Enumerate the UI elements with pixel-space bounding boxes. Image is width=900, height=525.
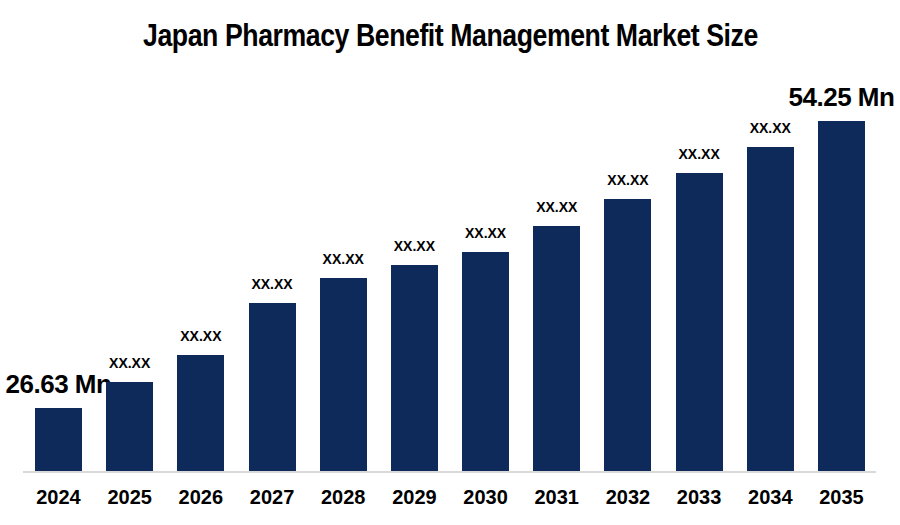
x-axis-label-2028: 2028 (321, 486, 366, 508)
bar-2028 (320, 278, 367, 471)
bar-2026 (177, 355, 224, 471)
bar-2032 (604, 199, 651, 471)
bar-value-label-2034: XX.XX (750, 120, 791, 136)
x-axis-label-2024: 2024 (36, 486, 81, 508)
x-axis-label-2031: 2031 (535, 486, 580, 508)
bar-value-label-2026: XX.XX (180, 328, 221, 344)
x-axis-label-2029: 2029 (392, 486, 437, 508)
bar-2031 (533, 226, 580, 471)
chart-container: Japan Pharmacy Benefit Management Market… (0, 0, 900, 525)
bar-value-label-2033: XX.XX (678, 146, 719, 162)
bar-value-label-2032: XX.XX (607, 172, 648, 188)
bar-value-label-2024: 26.63 Mn (6, 370, 112, 398)
bar-2033 (676, 173, 723, 471)
x-axis-label-2032: 2032 (606, 486, 651, 508)
bar-value-label-2029: XX.XX (394, 238, 435, 254)
bar-value-label-2031: XX.XX (536, 199, 577, 215)
bar-value-label-2030: XX.XX (465, 225, 506, 241)
bar-2034 (747, 147, 794, 471)
bar-value-label-2025: XX.XX (109, 355, 150, 371)
x-axis-label-2035: 2035 (819, 486, 864, 508)
bar-2029 (391, 265, 438, 471)
bar-2035 (818, 121, 865, 471)
bar-value-label-2027: XX.XX (251, 276, 292, 292)
x-axis-label-2027: 2027 (250, 486, 295, 508)
x-axis-label-2033: 2033 (677, 486, 722, 508)
bar-2027 (249, 303, 296, 471)
x-axis-label-2034: 2034 (748, 486, 793, 508)
bar-2025 (106, 382, 153, 471)
x-axis-label-2030: 2030 (463, 486, 508, 508)
x-axis-label-2025: 2025 (107, 486, 152, 508)
bar-value-label-2035: 54.25 Mn (789, 83, 895, 111)
x-axis-line (23, 471, 876, 473)
bar-2024 (35, 408, 82, 471)
bar-value-label-2028: XX.XX (323, 251, 364, 267)
x-axis-label-2026: 2026 (179, 486, 224, 508)
bar-2030 (462, 252, 509, 471)
plot-area: 26.63 Mn 2024 XX.XX 2025 XX.XX 2026 XX.XX 2027 X… (0, 0, 900, 525)
